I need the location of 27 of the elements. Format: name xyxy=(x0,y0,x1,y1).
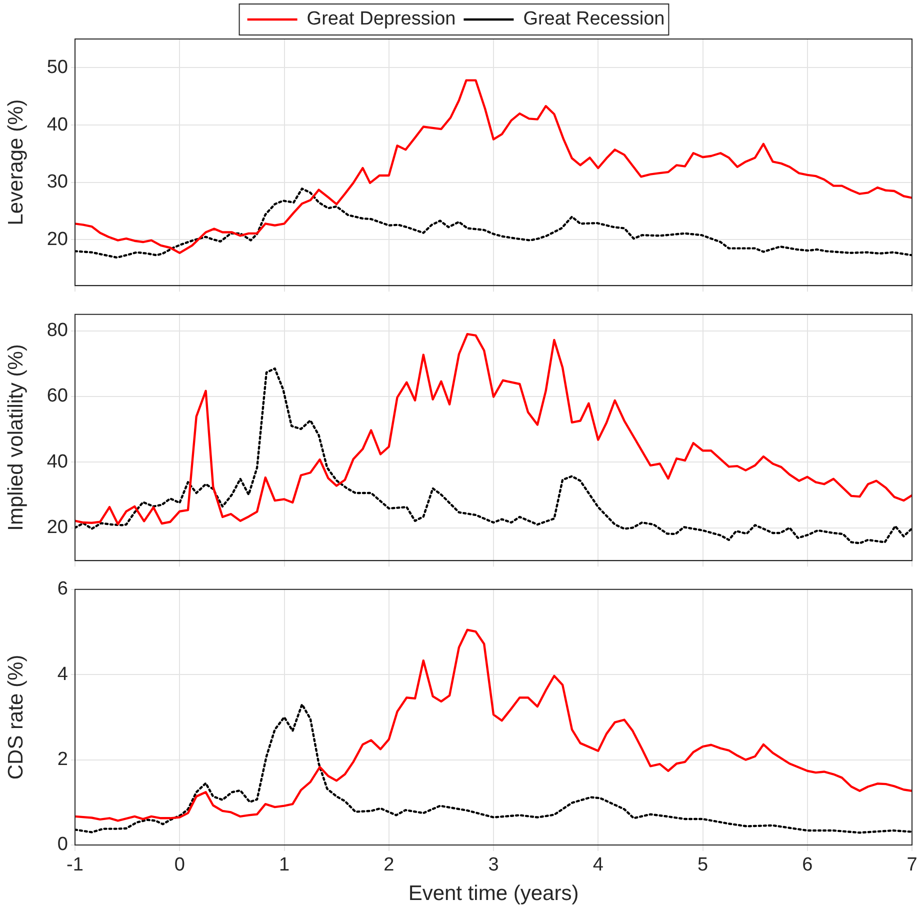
y-tick-label: 30 xyxy=(46,172,68,193)
x-tick-label: 1 xyxy=(278,854,290,876)
legend-label: Great Recession xyxy=(523,8,665,30)
y-tick-label: 20 xyxy=(46,228,68,250)
y-tick-label: 60 xyxy=(46,386,68,407)
x-axis-title: Event time (years) xyxy=(408,882,579,906)
x-tick-label: -1 xyxy=(66,854,84,876)
y-axis-title: CDS rate (%) xyxy=(4,654,28,780)
y-tick-label: 40 xyxy=(46,114,68,136)
y-tick-label: 40 xyxy=(46,451,68,472)
x-tick-label: 6 xyxy=(802,854,813,876)
y-tick-label: 2 xyxy=(57,749,68,770)
x-tick-label: 7 xyxy=(906,854,918,876)
x-tick-label: 3 xyxy=(488,854,499,876)
y-tick-label: 80 xyxy=(46,320,68,342)
y-tick-label: 20 xyxy=(46,517,68,538)
x-tick-label: 5 xyxy=(697,854,708,876)
y-axis-title: Implied volatility (%) xyxy=(4,344,28,531)
x-tick-label: 4 xyxy=(592,854,604,876)
x-tick-label: 0 xyxy=(174,854,185,876)
y-tick-label: 6 xyxy=(57,578,68,600)
legend-label: Great Depression xyxy=(306,8,456,30)
y-axis-title: Leverage (%) xyxy=(4,99,28,226)
y-tick-label: 50 xyxy=(46,56,68,78)
x-tick-label: 2 xyxy=(384,854,394,876)
y-tick-label: 4 xyxy=(57,664,68,685)
y-tick-label: 0 xyxy=(57,834,68,856)
